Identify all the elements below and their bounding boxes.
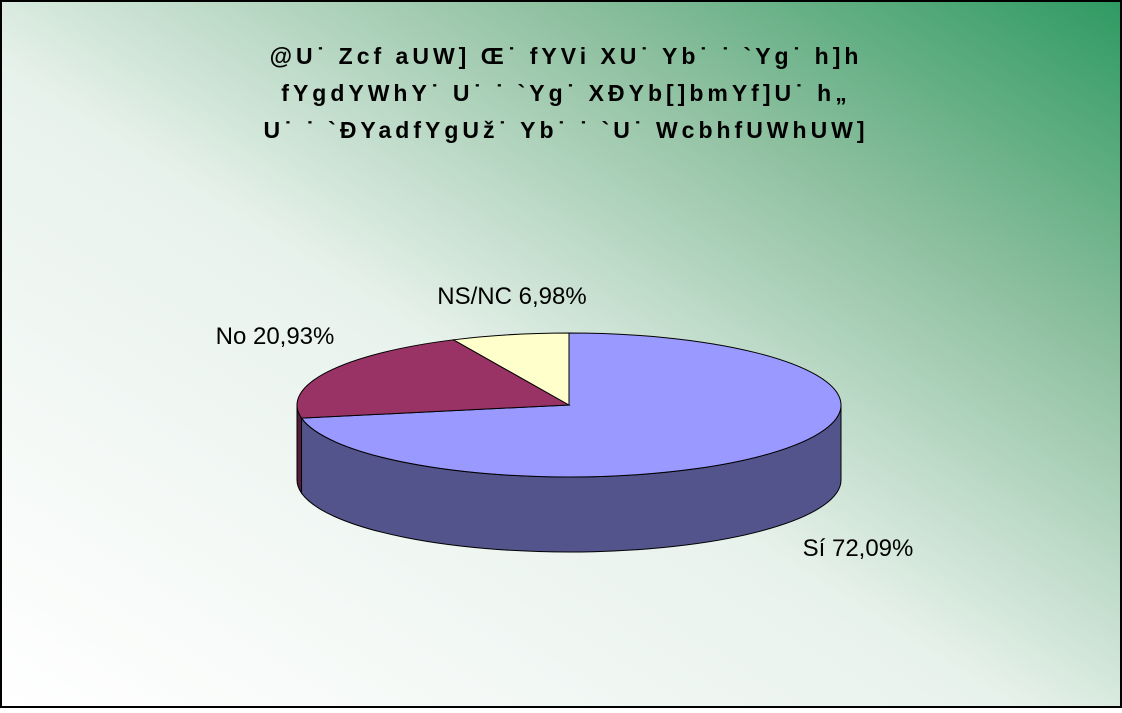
value-label: 6,98% <box>519 283 587 310</box>
chart-title: fYgdYWhY˙ U˙ ˙ `Yg˙ XĐYb[]bmYf]U˙ h„ <box>281 80 850 106</box>
value-label: 72,09% <box>832 535 913 562</box>
data-label: Sí 72,09% <box>803 535 914 562</box>
data-label: No 20,93% <box>216 323 335 350</box>
chart-title: @U˙ Zcf aUW] Œ˙ fYVi XU˙ Yb˙ ˙ `Yg˙ h]h <box>270 43 863 69</box>
data-label: NS/NC 6,98% <box>437 283 586 310</box>
pie-slice <box>300 332 842 478</box>
pie-slice <box>451 332 570 406</box>
pie-slice <box>296 339 571 419</box>
chart-title: U˙ ˙ `ĐYadfYgUž˙ Yb˙ ˙ `U˙ WcbhfUWhUW] <box>263 117 868 143</box>
slice-side <box>296 404 303 495</box>
category-label: No <box>216 323 247 350</box>
category-label: Sí <box>803 535 826 562</box>
value-label: 20,93% <box>253 323 334 350</box>
category-label: NS/NC <box>437 283 512 310</box>
